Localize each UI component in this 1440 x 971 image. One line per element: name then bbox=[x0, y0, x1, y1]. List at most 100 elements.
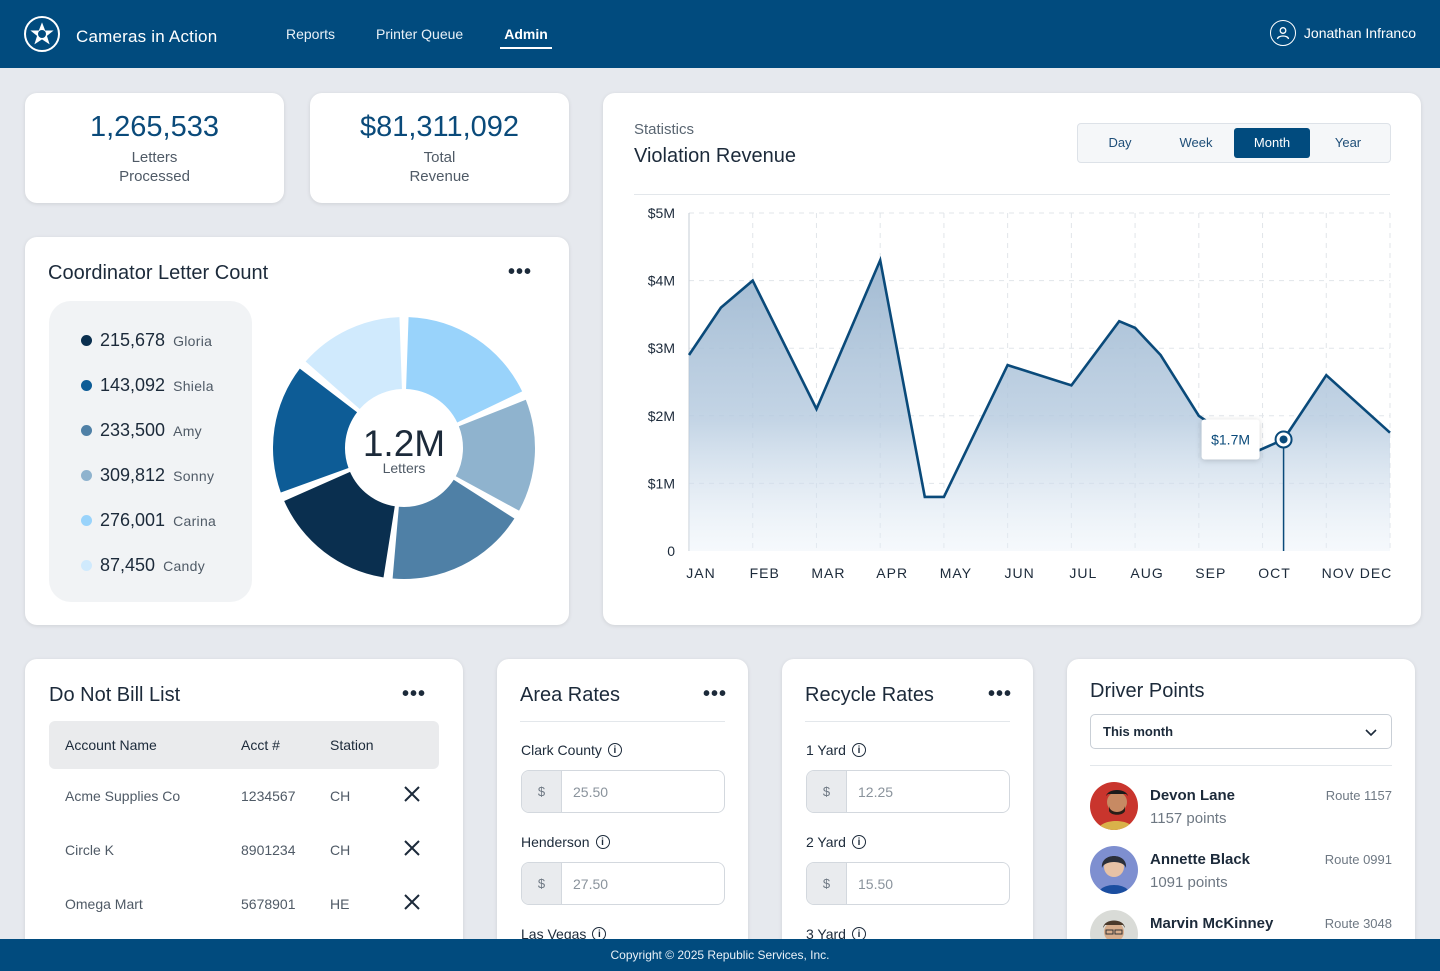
remove-icon[interactable] bbox=[401, 783, 423, 805]
kpi-value: $81,311,092 bbox=[359, 111, 520, 143]
field-label-text: Clark County bbox=[521, 742, 602, 758]
remove-icon[interactable] bbox=[401, 837, 423, 859]
driver-points: 1157 points bbox=[1150, 810, 1227, 827]
info-icon[interactable]: i bbox=[607, 743, 622, 757]
more-options-icon[interactable]: ••• bbox=[402, 683, 427, 705]
currency-prefix: $ bbox=[522, 771, 562, 812]
account-number: 8901234 bbox=[241, 842, 296, 858]
avatar bbox=[1090, 846, 1138, 894]
y-tick-label: 0 bbox=[667, 543, 675, 559]
card-title: Violation Revenue bbox=[634, 145, 796, 167]
donut-slice-sonny[interactable] bbox=[455, 399, 535, 511]
x-tick-label: SEP bbox=[1195, 565, 1226, 581]
legend-dot bbox=[81, 560, 92, 571]
chevron-down-icon bbox=[1365, 729, 1377, 737]
driver-name: Annette Black bbox=[1150, 851, 1251, 868]
donut-center-label: Letters bbox=[383, 460, 426, 476]
period-month-button[interactable]: Month bbox=[1234, 128, 1310, 158]
two-yard-rate-field[interactable]: $ bbox=[806, 862, 1010, 905]
card-title: Recycle Rates bbox=[805, 684, 934, 706]
divider bbox=[805, 721, 1010, 722]
one-yard-rate-field[interactable]: $ bbox=[806, 770, 1010, 813]
y-tick-label: $3M bbox=[648, 340, 675, 356]
violation-revenue-card: Statistics Violation Revenue Day Week Mo… bbox=[603, 93, 1421, 625]
legend-name: Carina bbox=[173, 512, 217, 529]
more-options-icon[interactable]: ••• bbox=[988, 683, 1013, 705]
x-tick-label: FEB bbox=[750, 565, 780, 581]
info-icon[interactable]: i bbox=[851, 835, 866, 849]
driver-row[interactable]: Marvin McKinney Route 3048 bbox=[1090, 910, 1392, 960]
nav-admin[interactable]: Admin bbox=[500, 0, 552, 68]
clark-county-rate-field[interactable]: $ bbox=[521, 770, 725, 813]
legend-item: 233,500 Amy bbox=[81, 420, 202, 441]
legend-name: Gloria bbox=[173, 332, 213, 349]
revenue-area-chart: 0 $1M $2M $3M $4M $5M JAN FEB MAR APR MAY JUN JUL AUG… bbox=[648, 205, 1392, 581]
rate-input[interactable] bbox=[562, 771, 722, 812]
field-label-text: 2 Yard bbox=[806, 834, 846, 850]
currency-prefix: $ bbox=[807, 771, 847, 812]
app-title: Cameras in Action bbox=[76, 26, 218, 46]
y-tick-label: $5M bbox=[648, 205, 675, 221]
legend-value: 309,812 bbox=[100, 465, 166, 485]
nav-reports[interactable]: Reports bbox=[286, 26, 336, 42]
period-week-button[interactable]: Week bbox=[1179, 135, 1213, 150]
donut-slice-candy[interactable] bbox=[305, 317, 402, 410]
nav-printer-queue[interactable]: Printer Queue bbox=[376, 26, 464, 42]
driver-points-card: Driver Points This month Devon Lane 1157… bbox=[1067, 659, 1415, 959]
table-row: Acme Supplies Co 1234567 CH bbox=[49, 769, 439, 823]
more-options-icon[interactable]: ••• bbox=[508, 261, 533, 283]
driver-row[interactable]: Annette Black 1091 points Route 0991 bbox=[1090, 846, 1392, 896]
info-icon[interactable]: i bbox=[595, 835, 610, 849]
legend-item: 309,812 Sonny bbox=[81, 465, 214, 486]
recycle-rates-card: Recycle Rates ••• 1 Yard i $ 2 Yard i $ … bbox=[782, 659, 1033, 959]
field-label: Clark County i bbox=[521, 742, 622, 758]
divider bbox=[1090, 765, 1392, 766]
card-title: Coordinator Letter Count bbox=[48, 262, 269, 284]
do-not-bill-card: Do Not Bill List ••• Account Name Acct #… bbox=[25, 659, 463, 959]
coordinator-letter-count-card: Coordinator Letter Count ••• 215,678 Glo… bbox=[25, 237, 569, 625]
donut-slice-amy[interactable] bbox=[392, 479, 515, 579]
station: HE bbox=[330, 896, 350, 912]
dropdown-value: This month bbox=[1103, 724, 1174, 739]
more-options-icon[interactable]: ••• bbox=[703, 683, 728, 705]
table-row: Omega Mart 5678901 HE bbox=[49, 877, 439, 931]
period-day-button[interactable]: Day bbox=[1108, 135, 1132, 150]
column-header[interactable]: Acct # bbox=[241, 737, 280, 753]
legend-dot bbox=[81, 335, 92, 346]
column-header[interactable]: Station bbox=[330, 737, 374, 753]
user-menu[interactable]: Jonathan Infranco bbox=[1269, 20, 1416, 46]
column-header[interactable]: Account Name bbox=[65, 737, 157, 753]
driver-route: Route 3048 bbox=[1324, 916, 1392, 931]
driver-route: Route 1157 bbox=[1325, 788, 1392, 803]
table-row: Circle K 8901234 CH bbox=[49, 823, 439, 877]
donut-center-value: 1.2M bbox=[363, 423, 445, 464]
rate-input[interactable] bbox=[847, 863, 1007, 904]
rate-input[interactable] bbox=[562, 863, 722, 904]
donut-slice-carina[interactable] bbox=[406, 317, 523, 423]
station: CH bbox=[330, 842, 351, 858]
user-icon bbox=[1269, 20, 1296, 46]
donut-slice-gloria[interactable] bbox=[284, 471, 395, 578]
rate-input[interactable] bbox=[847, 771, 1007, 812]
legend-name: Candy bbox=[163, 557, 206, 574]
coordinator-donut-chart: 1.2M Letters bbox=[273, 317, 535, 579]
info-icon[interactable]: i bbox=[851, 743, 866, 757]
legend-item: 87,450 Candy bbox=[81, 555, 205, 576]
kpi-value: 1,265,533 bbox=[89, 111, 219, 143]
donut-slice-shiela[interactable] bbox=[273, 368, 358, 493]
kpi-label: Letters Processed bbox=[119, 149, 190, 185]
legend-value: 87,450 bbox=[100, 555, 156, 575]
kpi-letters-processed: 1,265,533 Letters Processed bbox=[25, 93, 284, 203]
henderson-rate-field[interactable]: $ bbox=[521, 862, 725, 905]
field-label: 1 Yard i bbox=[806, 742, 866, 758]
driver-row[interactable]: Devon Lane 1157 points Route 1157 bbox=[1090, 782, 1392, 832]
brand[interactable]: Cameras in Action bbox=[22, 14, 217, 59]
highlight-point-core bbox=[1279, 435, 1288, 444]
card-title: Driver Points bbox=[1090, 680, 1205, 702]
period-year-button[interactable]: Year bbox=[1334, 135, 1362, 150]
period-filter-dropdown[interactable]: This month bbox=[1090, 714, 1392, 749]
y-tick-label: $1M bbox=[648, 475, 675, 491]
legend-value: 143,092 bbox=[100, 375, 166, 395]
remove-icon[interactable] bbox=[401, 891, 423, 913]
main-nav: Reports Printer Queue Admin bbox=[286, 0, 552, 68]
